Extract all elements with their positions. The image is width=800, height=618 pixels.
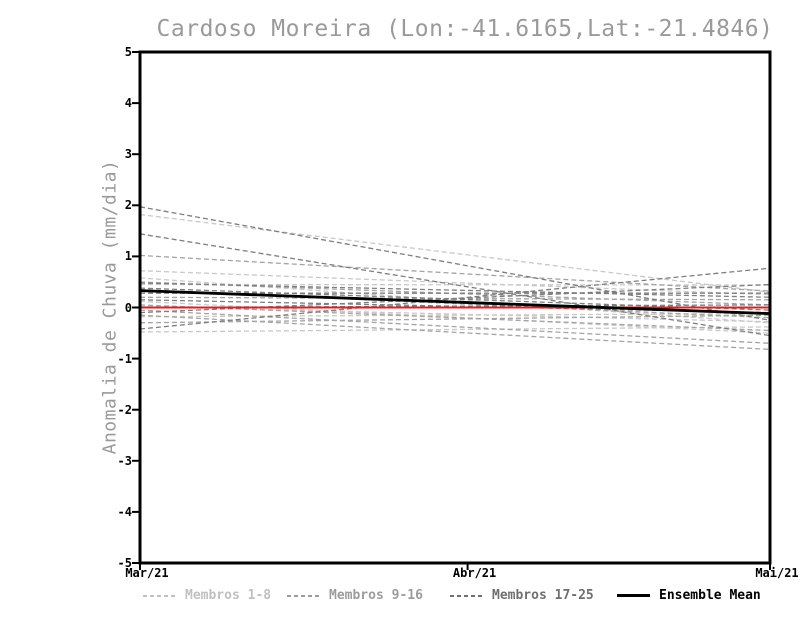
legend-item-membros-17-25: Membros 17-25 bbox=[450, 585, 594, 603]
legend-solid-line-sample bbox=[617, 594, 650, 597]
legend-label: Membros 9-16 bbox=[329, 588, 423, 603]
x-tick-label: Abr/21 bbox=[452, 566, 497, 580]
legend-item-membros-9-16: Membros 9-16 bbox=[287, 585, 423, 603]
legend-label: Membros 17-25 bbox=[492, 588, 594, 603]
ensemble-member-line bbox=[139, 206, 771, 321]
y-tick-label: 3 bbox=[124, 147, 132, 162]
legend-dashed-line-sample bbox=[143, 594, 176, 597]
ensemble-member-line bbox=[139, 267, 771, 330]
ensemble-member-line bbox=[139, 309, 771, 344]
legend-dashed-line-sample bbox=[287, 594, 320, 597]
y-tick-label: 1 bbox=[124, 249, 132, 264]
y-tick-label: -3 bbox=[117, 453, 132, 468]
ensemble-mean-line bbox=[139, 289, 771, 315]
ensemble-member-line bbox=[139, 254, 771, 292]
x-tick-label: Mar/21 bbox=[125, 566, 169, 580]
legend-item-ensemble-mean: Ensemble Mean bbox=[617, 585, 761, 603]
ensemble-member-line bbox=[139, 314, 771, 324]
y-tick-label: -5 bbox=[117, 556, 132, 570]
y-tick-label: 5 bbox=[124, 45, 132, 59]
y-tick-label: 4 bbox=[124, 96, 132, 111]
y-tick-label: -2 bbox=[117, 402, 132, 417]
ensemble-member-line bbox=[139, 270, 771, 296]
x-tick-label: Mai/21 bbox=[755, 566, 799, 580]
chart-legend: Membros 1-8 Membros 9-16 Membros 17-25 Ense… bbox=[0, 585, 800, 605]
chart-title: Cardoso Moreira (Lon:-41.6165,Lat:-21.48… bbox=[156, 16, 774, 42]
ensemble-member-line bbox=[139, 233, 771, 337]
ensemble-member-line bbox=[139, 314, 771, 351]
ensemble-member-line bbox=[139, 326, 771, 333]
ensemble-member-line bbox=[139, 213, 771, 293]
y-tick-label: -1 bbox=[117, 351, 132, 366]
ensemble-member-line bbox=[139, 282, 771, 298]
ensemble-member-line bbox=[139, 283, 771, 286]
y-tick-label: 0 bbox=[124, 300, 132, 315]
ensemble-member-line bbox=[139, 304, 771, 332]
legend-item-membros-1-8: Membros 1-8 bbox=[143, 585, 272, 603]
y-tick-label: 2 bbox=[124, 198, 132, 213]
legend-label: Membros 1-8 bbox=[185, 588, 272, 603]
y-tick-label: -4 bbox=[117, 504, 132, 519]
legend-dashed-line-sample bbox=[450, 594, 483, 597]
legend-label: Ensemble Mean bbox=[659, 588, 761, 603]
